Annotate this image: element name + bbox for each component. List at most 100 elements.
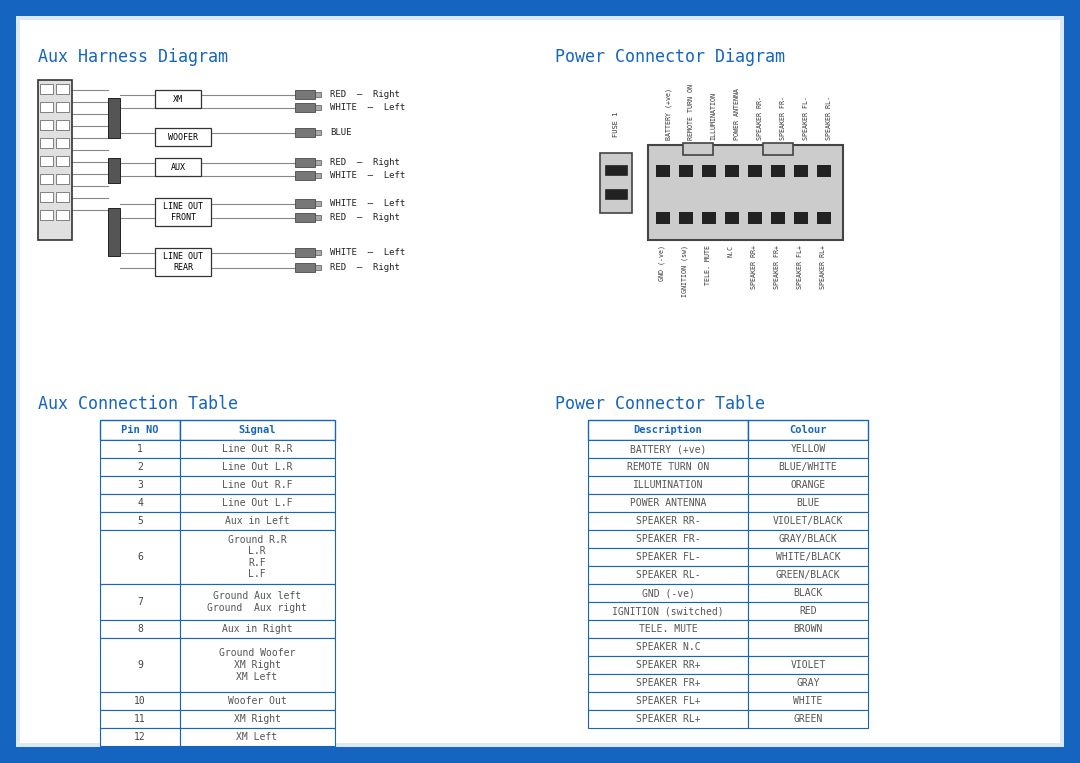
Text: BLUE/WHITE: BLUE/WHITE [779,462,837,472]
Bar [748,476,868,494]
Text: SPEAKER RL-: SPEAKER RL- [825,96,832,140]
Bar [771,212,785,224]
Text: 9: 9 [137,660,143,670]
Bar [702,165,716,177]
Bar [180,440,335,458]
Text: BLUE: BLUE [330,128,351,137]
Text: FUSE 1: FUSE 1 [613,111,619,137]
Bar [180,420,335,440]
Text: Ground R.R
L.R
R.F
L.F: Ground R.R L.R R.F L.F [228,535,286,579]
Bar [100,420,180,440]
Bar [315,130,321,135]
Text: WHITE/BLACK: WHITE/BLACK [775,552,840,562]
Bar [315,92,321,97]
Bar [748,512,868,530]
Bar [816,165,831,177]
Bar [56,174,69,184]
Bar [748,674,868,692]
Bar [588,420,748,440]
Text: WHITE  —  Left: WHITE — Left [330,103,405,112]
Bar [748,584,868,602]
Text: AUX: AUX [171,163,186,172]
Bar [100,494,180,512]
Text: SPEAKER RL+: SPEAKER RL+ [636,714,700,724]
Bar [588,566,748,584]
Bar [180,710,335,728]
Bar [295,263,315,272]
Bar [315,201,321,206]
Text: RED: RED [799,606,816,616]
Bar [38,80,72,240]
Bar [748,692,868,710]
Text: BROWN: BROWN [794,624,823,634]
Bar [679,165,693,177]
Text: GRAY/BLACK: GRAY/BLACK [779,534,837,544]
Bar [588,458,748,476]
Text: 10: 10 [134,696,146,706]
Bar [108,98,120,138]
Bar [180,476,335,494]
Bar [748,638,868,656]
Text: Description: Description [634,425,702,435]
Bar [762,143,793,155]
Text: Colour: Colour [789,425,827,435]
Bar [702,212,716,224]
Text: 4: 4 [137,498,143,508]
Bar [180,530,335,584]
Bar [180,638,335,692]
Bar [588,656,748,674]
Text: TELE. MUTE: TELE. MUTE [638,624,698,634]
Bar [180,728,335,746]
Text: Line Out L.F: Line Out L.F [221,498,293,508]
Bar [295,128,315,137]
Text: SPEAKER FL+: SPEAKER FL+ [797,245,802,289]
Bar [588,602,748,620]
Text: 12: 12 [134,732,146,742]
Text: N.C: N.C [728,245,733,257]
Text: RED  —  Right: RED — Right [330,158,400,167]
Text: WOOFER: WOOFER [168,133,198,141]
Bar [156,128,211,146]
Bar [748,602,868,620]
Text: SPEAKER RR+: SPEAKER RR+ [751,245,757,289]
Bar [156,90,201,108]
Text: BLACK: BLACK [794,588,823,598]
Bar [748,656,868,674]
Text: TELE. MUTE: TELE. MUTE [705,245,711,285]
Text: VIOLET: VIOLET [791,660,825,670]
Bar [40,192,53,202]
Text: 2: 2 [137,462,143,472]
Text: WHITE  —  Left: WHITE — Left [330,171,405,180]
Bar [180,620,335,638]
Text: GREEN: GREEN [794,714,823,724]
Text: LINE OUT
REAR: LINE OUT REAR [163,253,203,272]
Bar [40,120,53,130]
Text: RED  —  Right: RED — Right [330,213,400,222]
Bar [725,212,739,224]
Bar [588,548,748,566]
Text: ILLUMINATION: ILLUMINATION [633,480,703,490]
Text: IGNITION (switched): IGNITION (switched) [612,606,724,616]
Bar [40,84,53,94]
Bar [748,458,868,476]
Text: REMOTE TURN ON: REMOTE TURN ON [688,84,694,140]
Text: XM Left: XM Left [237,732,278,742]
Bar [683,143,713,155]
Text: Ground Woofer
XM Right
XM Left: Ground Woofer XM Right XM Left [219,649,295,681]
Text: GND (-ve): GND (-ve) [659,245,665,281]
Bar [748,420,868,440]
Bar [1064,0,1080,763]
Text: REMOTE TURN ON: REMOTE TURN ON [626,462,710,472]
Bar [100,512,180,530]
Bar [588,440,748,458]
Text: SPEAKER FL-: SPEAKER FL- [636,552,700,562]
Text: ILLUMINATION: ILLUMINATION [711,92,717,140]
Text: RED  —  Right: RED — Right [330,90,400,99]
Text: SPEAKER FR+: SPEAKER FR+ [773,245,780,289]
Bar [679,212,693,224]
Text: 18: 18 [38,750,52,760]
Text: 19: 19 [1028,750,1042,760]
Bar [648,145,843,240]
Text: Aux Connection Table: Aux Connection Table [38,395,238,413]
Bar [40,102,53,112]
